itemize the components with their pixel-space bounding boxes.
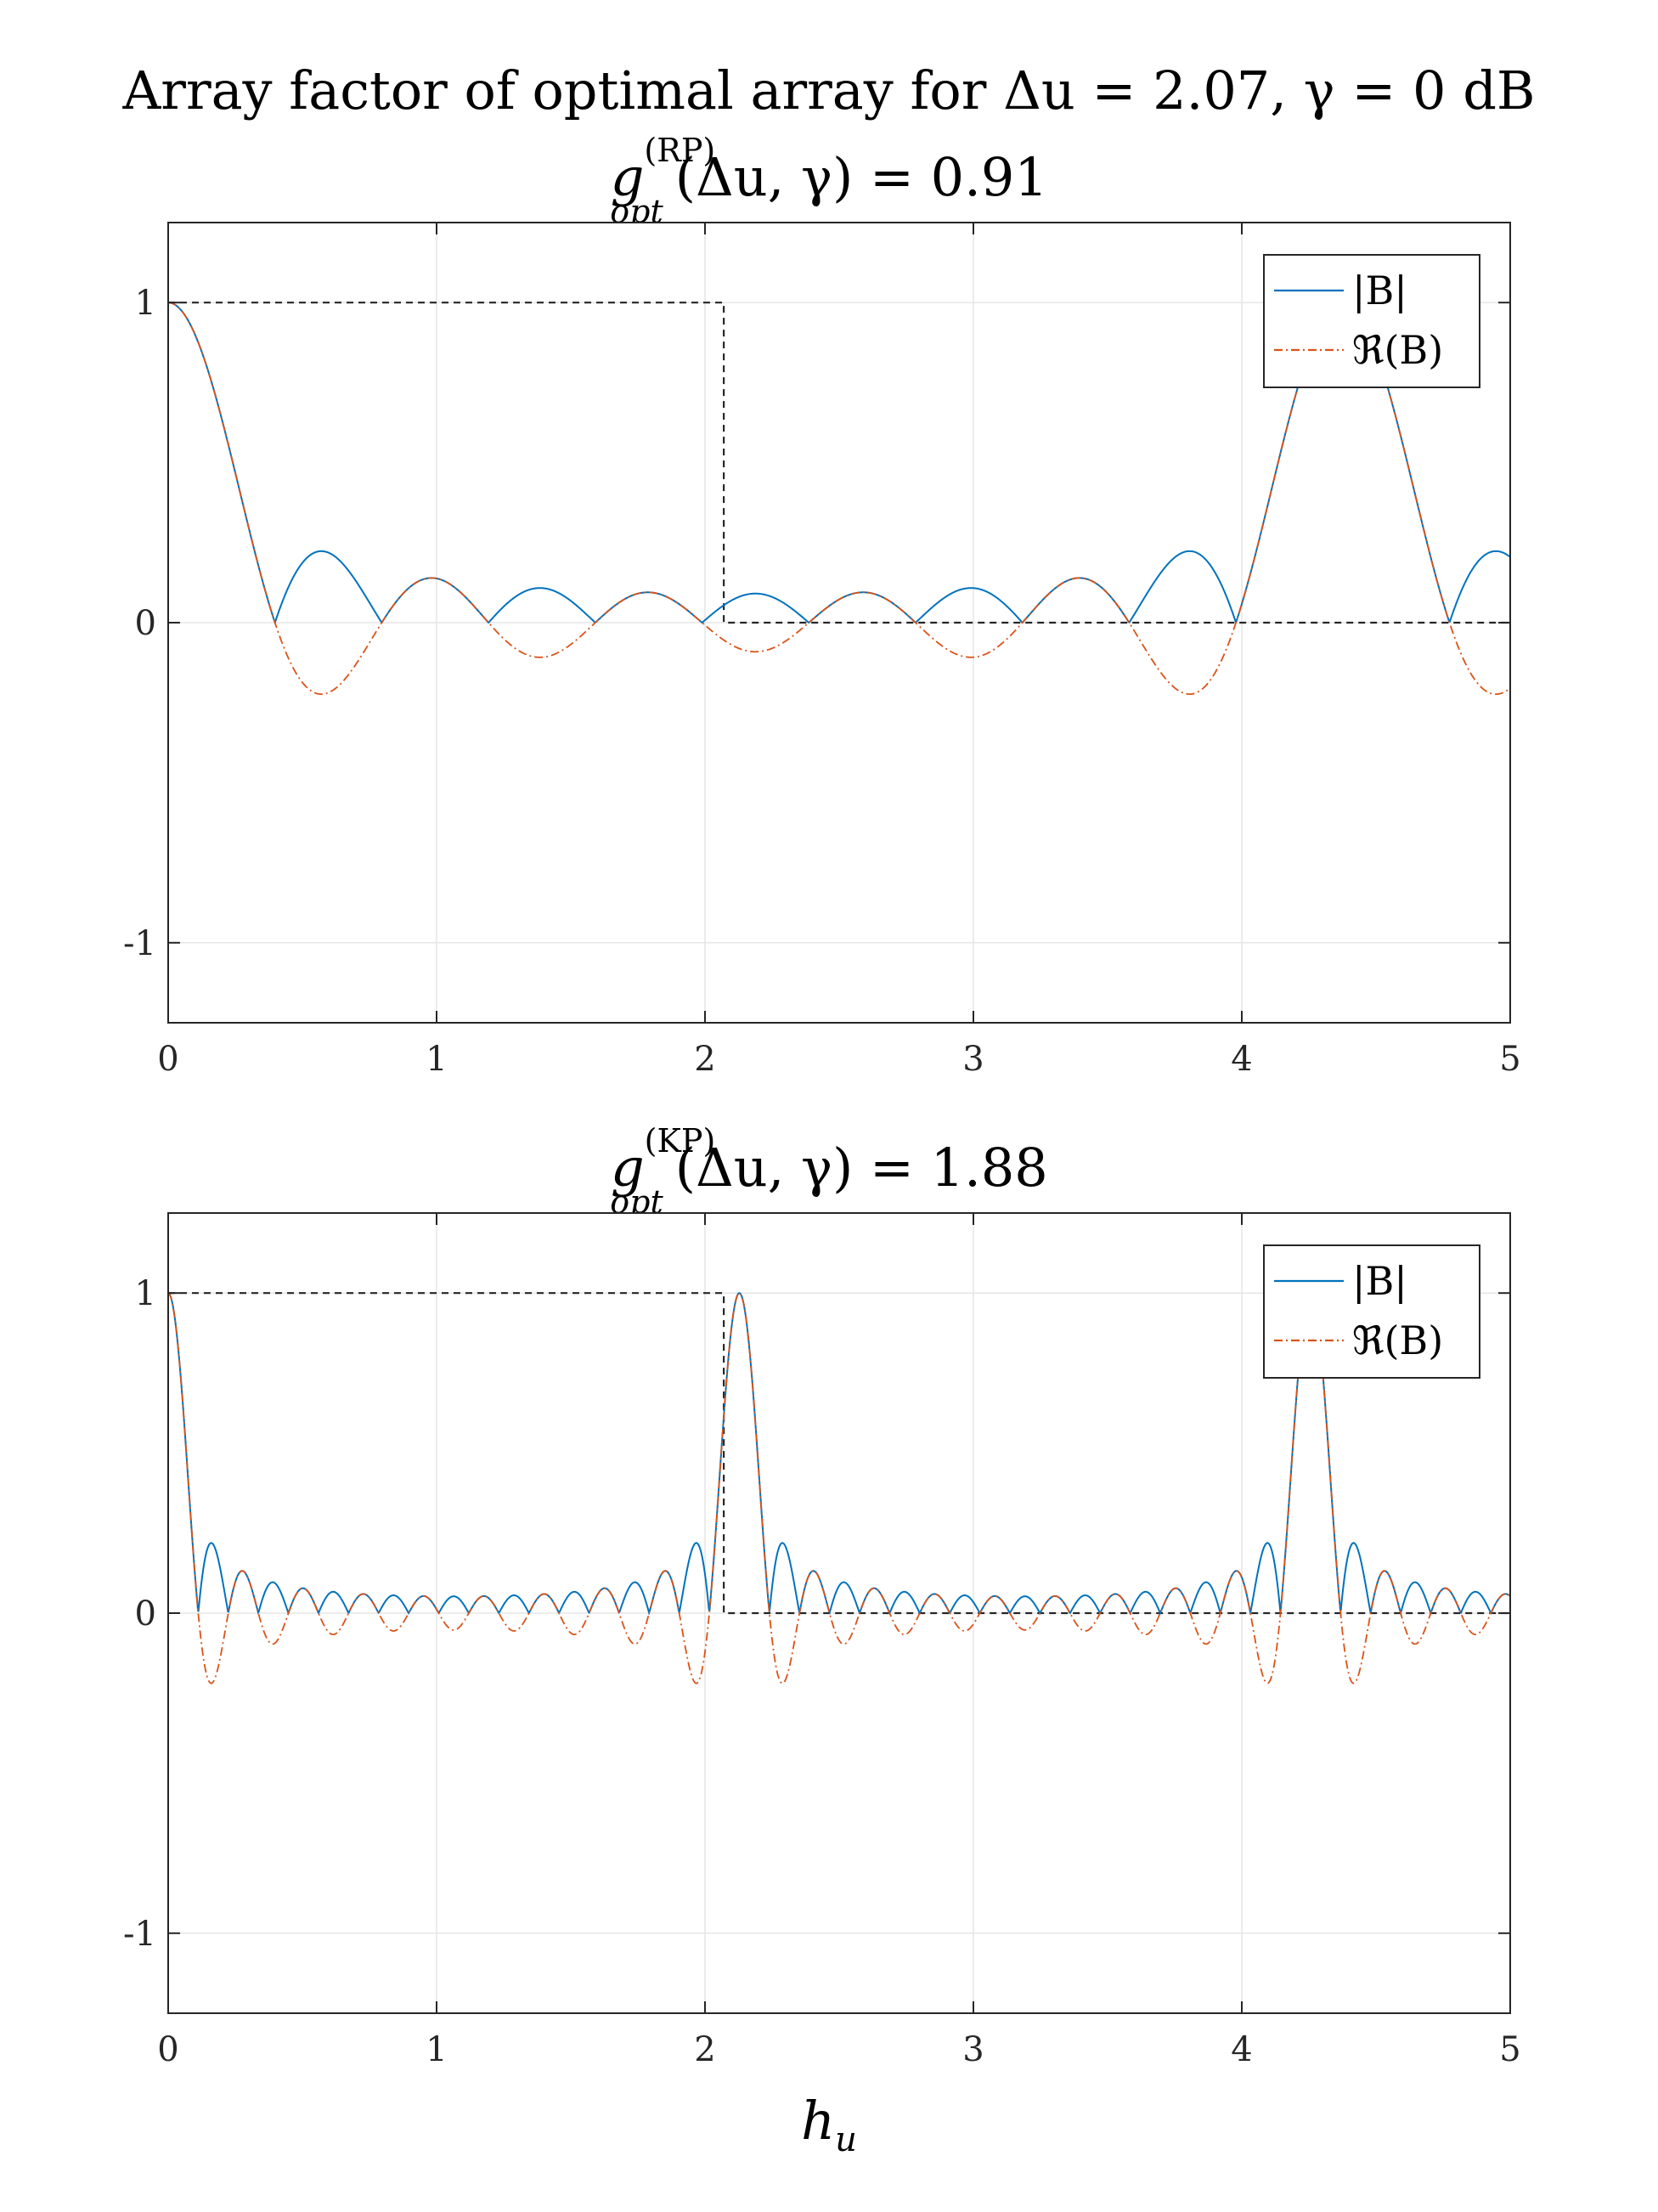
subplot-top-xtick-label: 1 (426, 1040, 447, 1079)
subplot-top-legend-label-abs: |B| (1352, 268, 1407, 313)
subplot-top-xtick-label: 0 (157, 1040, 178, 1079)
subplot-bottom-title-sup: (KP) (645, 1122, 716, 1160)
subplot-bottom-legend: |B| ℜ(B) (1263, 1244, 1480, 1379)
subplot-top-xtick-label: 5 (1499, 1040, 1520, 1079)
subplot-top-ytick-label: -1 (123, 924, 156, 963)
subplot-top-ytick-label: 1 (135, 284, 156, 323)
subplot-bottom-xtick-label: 3 (962, 2030, 984, 2069)
subplot-bottom-title-rest: (Δu, γ) = 1.88 (675, 1137, 1048, 1199)
x-axis-label-main: h (801, 2090, 835, 2152)
subplot-top-series-real-line (167, 302, 1511, 696)
subplot-top-title: g(RP) opt(Δu, γ) = 0.91 (610, 132, 1047, 230)
subplot-bottom-series-real-line (167, 1292, 1511, 1684)
subplot-top-xtick-label: 2 (694, 1040, 715, 1079)
subplot-top-legend-box (1263, 254, 1480, 388)
subplot-bottom-mask-layer (168, 1292, 1510, 1615)
subplot-bottom-series-layer (167, 1292, 1511, 1684)
subplot-bottom-legend-label-real: ℜ(B) (1352, 1318, 1443, 1363)
subplot-bottom-xtick-label: 2 (694, 2030, 715, 2069)
subplot-top-mask-line (168, 302, 1510, 624)
subplot-top-ticks: 0 1 2 3 4 5 -1 0 1 (123, 223, 1521, 1079)
subplot-bottom-legend-label-abs: |B| (1352, 1258, 1407, 1304)
subplot-bottom-ticks: 0 1 2 3 4 5 -1 0 1 (123, 1213, 1521, 2069)
subplot-top-xtick-label: 3 (962, 1040, 984, 1079)
subplot-bottom-ytick-label: 0 (135, 1594, 156, 1634)
figure-title: Array factor of optimal array for Δu = 2… (122, 59, 1536, 121)
x-axis-label-sub: u (835, 2120, 857, 2159)
subplot-bottom-title: g(KP) opt(Δu, γ) = 1.88 (610, 1122, 1047, 1221)
subplot-top-series-layer (167, 302, 1511, 696)
subplot-bottom: g(KP) opt(Δu, γ) = 1.88 0 1 2 3 4 5 -1 0 1 |B| ℜ(… (123, 1122, 1521, 2069)
x-axis-label: hu (801, 2090, 857, 2159)
subplot-bottom-xtick-label: 0 (157, 2030, 178, 2069)
subplot-top-legend-label-real: ℜ(B) (1352, 327, 1443, 373)
subplot-bottom-ytick-label: -1 (123, 1915, 156, 1954)
subplot-top-xtick-label: 4 (1231, 1040, 1252, 1079)
subplot-top: g(RP) opt(Δu, γ) = 0.91 0 1 2 3 4 5 -1 0 1 |B| ℜ(… (123, 132, 1521, 1079)
subplot-top-mask-layer (168, 302, 1510, 624)
subplot-bottom-ytick-label: 1 (135, 1274, 156, 1313)
subplot-bottom-xtick-label: 4 (1231, 2030, 1252, 2069)
subplot-top-legend: |B| ℜ(B) (1263, 254, 1480, 388)
subplot-bottom-xtick-label: 1 (426, 2030, 447, 2069)
subplot-bottom-xtick-label: 5 (1499, 2030, 1520, 2069)
subplot-bottom-legend-box (1263, 1244, 1480, 1379)
subplot-bottom-mask-line (168, 1292, 1510, 1615)
subplot-bottom-title-main: g (611, 1137, 645, 1199)
subplot-top-title-rest: (Δu, γ) = 0.91 (675, 146, 1048, 208)
subplot-top-ytick-label: 0 (135, 604, 156, 643)
subplot-top-title-main: g (611, 146, 645, 208)
subplot-top-title-sup: (RP) (644, 132, 715, 169)
